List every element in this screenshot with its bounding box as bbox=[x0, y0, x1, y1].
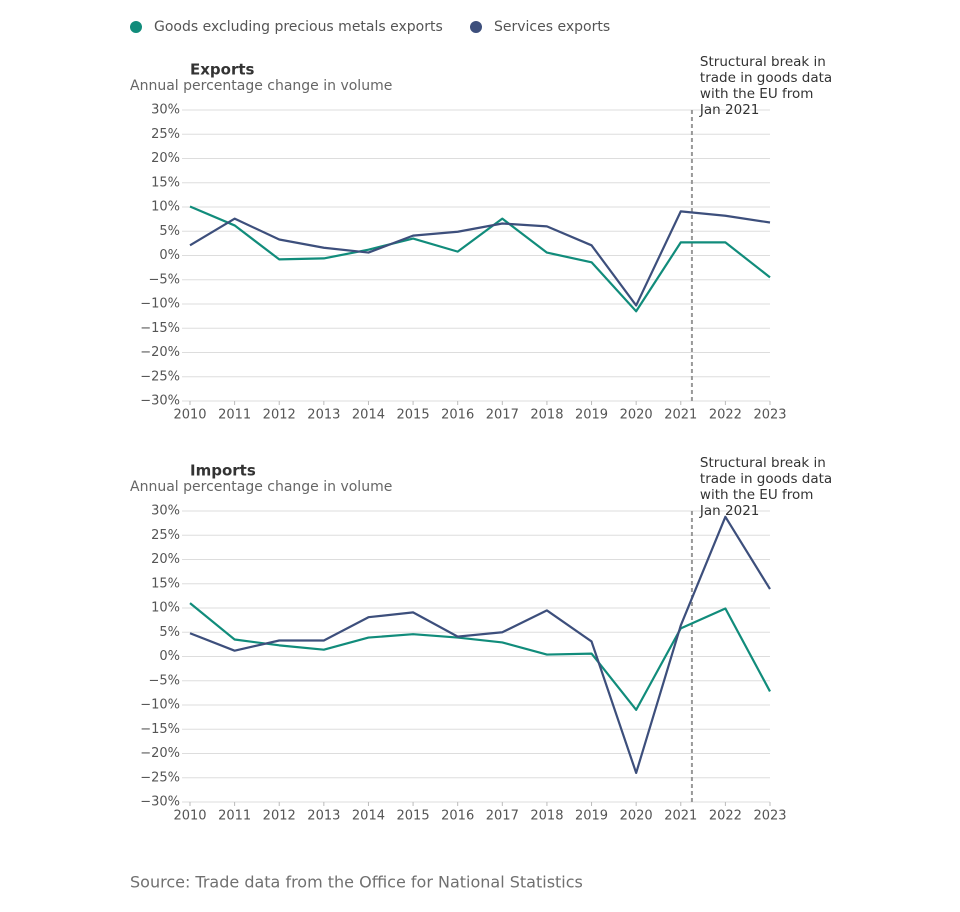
y-tick-label: 15% bbox=[151, 175, 180, 190]
x-tick-label: 2014 bbox=[352, 809, 385, 824]
y-tick-label: 25% bbox=[151, 528, 180, 543]
x-tick-label: 2023 bbox=[753, 408, 786, 423]
x-tick-label: 2021 bbox=[664, 408, 697, 423]
x-tick-label: 2019 bbox=[575, 809, 608, 824]
series-line bbox=[189, 515, 771, 774]
x-tick-label: 2011 bbox=[218, 809, 251, 824]
source: Source: Trade data from the Office for N… bbox=[130, 873, 583, 892]
legend-label: Services exports bbox=[494, 19, 610, 35]
x-tick-label: 2016 bbox=[441, 809, 474, 824]
y-tick-label: −5% bbox=[148, 272, 180, 287]
x-tick-label: 2022 bbox=[709, 408, 742, 423]
x-tick-label: 2023 bbox=[753, 809, 786, 824]
x-tick-label: 2021 bbox=[664, 809, 697, 824]
y-tick-label: 10% bbox=[151, 601, 180, 616]
y-tick-label: 20% bbox=[151, 151, 180, 166]
y-tick-label: −30% bbox=[140, 795, 180, 810]
legend-label: Goods excluding precious metals exports bbox=[154, 19, 443, 35]
y-tick-label: 30% bbox=[151, 103, 180, 118]
x-tick-label: 2012 bbox=[263, 809, 296, 824]
y-tick-label: −25% bbox=[140, 770, 180, 785]
y-tick-label: −15% bbox=[140, 722, 180, 737]
panel-subtitle: Annual percentage change in volume bbox=[130, 78, 392, 94]
x-tick-label: 2017 bbox=[486, 408, 519, 423]
y-tick-label: 25% bbox=[151, 127, 180, 142]
y-tick-label: −20% bbox=[140, 746, 180, 761]
y-tick-label: −10% bbox=[140, 698, 180, 713]
legend-marker bbox=[130, 21, 142, 33]
y-tick-label: 5% bbox=[159, 625, 180, 640]
series-line bbox=[189, 602, 771, 711]
annotation: with the EU from bbox=[700, 86, 814, 102]
x-tick-label: 2010 bbox=[173, 809, 206, 824]
y-tick-label: −30% bbox=[140, 394, 180, 409]
x-tick-label: 2010 bbox=[173, 408, 206, 423]
annotation: Jan 2021 bbox=[699, 503, 759, 519]
y-tick-label: 15% bbox=[151, 576, 180, 591]
x-tick-label: 2015 bbox=[397, 408, 430, 423]
y-tick-label: −25% bbox=[140, 369, 180, 384]
x-tick-label: 2011 bbox=[218, 408, 251, 423]
annotation: Structural break in bbox=[700, 54, 826, 70]
x-tick-label: 2019 bbox=[575, 408, 608, 423]
y-tick-label: 30% bbox=[151, 504, 180, 519]
annotation: trade in goods data bbox=[700, 471, 832, 487]
x-tick-label: 2022 bbox=[709, 809, 742, 824]
series-line bbox=[189, 205, 771, 313]
x-tick-label: 2016 bbox=[441, 408, 474, 423]
y-tick-label: 0% bbox=[159, 248, 180, 263]
y-tick-label: −20% bbox=[140, 345, 180, 360]
x-tick-label: 2018 bbox=[530, 809, 563, 824]
legend-marker bbox=[470, 21, 482, 33]
annotation: trade in goods data bbox=[700, 70, 832, 86]
x-tick-label: 2015 bbox=[397, 809, 430, 824]
panel-subtitle: Annual percentage change in volume bbox=[130, 479, 392, 495]
x-tick-label: 2017 bbox=[486, 809, 519, 824]
panel-title: Imports bbox=[190, 462, 256, 480]
annotation: with the EU from bbox=[700, 487, 814, 503]
x-tick-label: 2020 bbox=[620, 408, 653, 423]
y-tick-label: 0% bbox=[159, 649, 180, 664]
x-tick-label: 2018 bbox=[530, 408, 563, 423]
x-tick-label: 2014 bbox=[352, 408, 385, 423]
y-tick-label: 20% bbox=[151, 552, 180, 567]
y-tick-label: −15% bbox=[140, 321, 180, 336]
x-tick-label: 2020 bbox=[620, 809, 653, 824]
y-tick-label: −10% bbox=[140, 297, 180, 312]
x-tick-label: 2013 bbox=[307, 408, 340, 423]
annotation: Jan 2021 bbox=[699, 102, 759, 118]
x-tick-label: 2013 bbox=[307, 809, 340, 824]
annotation: Structural break in bbox=[700, 455, 826, 471]
y-tick-label: 5% bbox=[159, 224, 180, 239]
y-tick-label: −5% bbox=[148, 673, 180, 688]
panel-title: Exports bbox=[190, 61, 255, 79]
x-tick-label: 2012 bbox=[263, 408, 296, 423]
series-line bbox=[189, 210, 771, 307]
y-tick-label: 10% bbox=[151, 200, 180, 215]
